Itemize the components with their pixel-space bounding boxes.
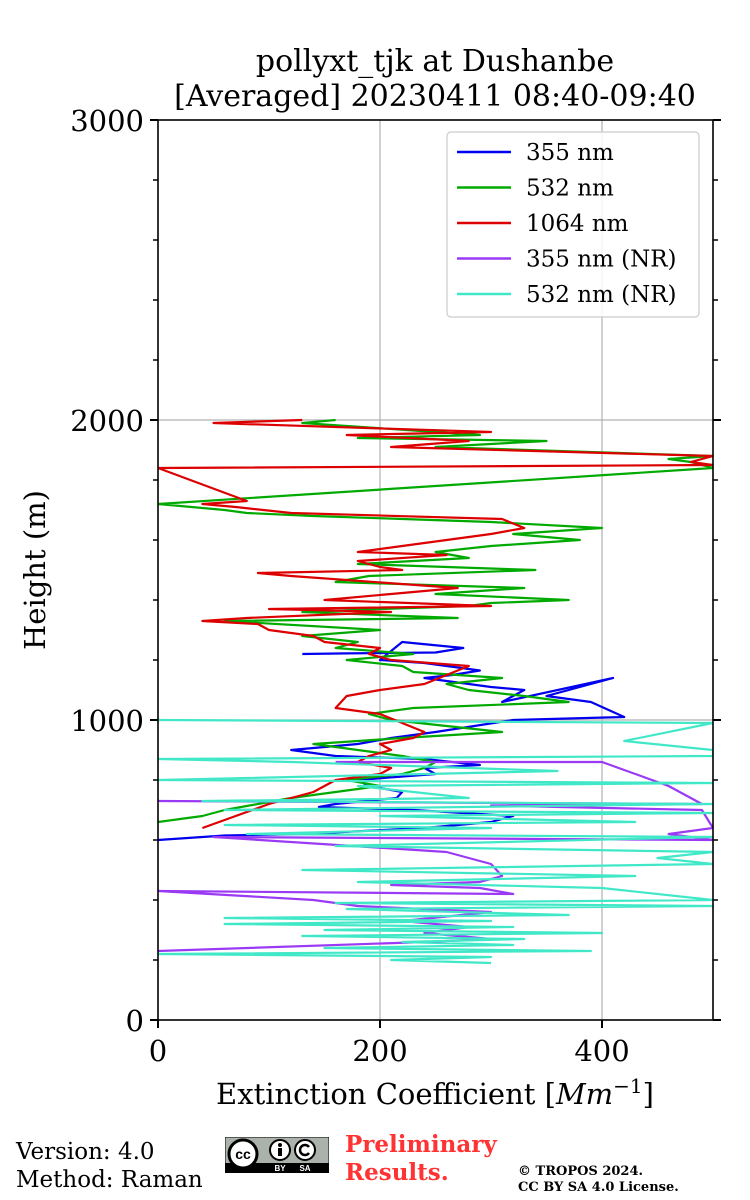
chart-title: pollyxt_tjk at Dushanbe	[256, 44, 614, 79]
copyright-line-1: © TROPOS 2024.	[518, 1164, 644, 1179]
series-line-2	[158, 418, 713, 824]
y-tick-label: 3000	[70, 104, 144, 138]
legend-label-3: 1064 nm	[526, 211, 629, 237]
legend-label-2: 532 nm	[526, 176, 614, 202]
x-axis-label: Extinction Coefficient [Mm−1]	[216, 1074, 654, 1111]
y-tick-label: 0	[126, 1004, 144, 1038]
x-tick-label: 0	[149, 1034, 167, 1068]
y-tick-label: 1000	[70, 704, 144, 738]
cc-by-text: BY	[274, 1164, 286, 1173]
legend-box	[446, 131, 700, 318]
x-tick-label: 400	[574, 1034, 629, 1068]
copyright-notice: © TROPOS 2024. CC BY SA 4.0 License.	[518, 1164, 679, 1196]
series-lines	[158, 418, 713, 965]
legend: 355 nm 532 nm 1064 nm 355 nm (NR) 532 nm (NR…	[446, 131, 700, 318]
y-tick-label: 2000	[70, 404, 144, 438]
legend-label-5: 532 nm (NR)	[526, 282, 677, 308]
axis-ticks: 0 200 400 0 1000 2000 3000	[70, 104, 721, 1068]
x-tick-label: 200	[352, 1034, 407, 1068]
footer-info: Version: 4.0 Method: Raman	[16, 1138, 203, 1194]
method-text: Method: Raman	[16, 1167, 203, 1193]
cc-sa-text: SA	[299, 1164, 310, 1173]
preliminary-line-2: Results.	[345, 1159, 449, 1186]
cc-text: cc	[235, 1146, 251, 1162]
series-line-3	[158, 418, 713, 830]
plot-frame	[157, 119, 714, 1021]
series-line-5	[158, 718, 713, 965]
legend-label-4: 355 nm (NR)	[526, 247, 677, 273]
extinction-profile-chart: 0 200 400 0 1000 2000 3000 pollyxt_tjk at Dush…	[18, 44, 721, 1111]
preliminary-notice: Preliminary Results.	[345, 1131, 497, 1187]
preliminary-line-1: Preliminary	[345, 1131, 497, 1158]
y-axis-label: Height (m)	[18, 490, 52, 650]
chart-subtitle: [Averaged] 20230411 08:40-09:40	[174, 79, 696, 114]
copyright-line-2: CC BY SA 4.0 License.	[518, 1180, 679, 1195]
legend-label-1: 355 nm	[526, 140, 614, 166]
cc-license-icon: cc BY SA	[225, 1137, 329, 1173]
version-text: Version: 4.0	[16, 1139, 155, 1165]
